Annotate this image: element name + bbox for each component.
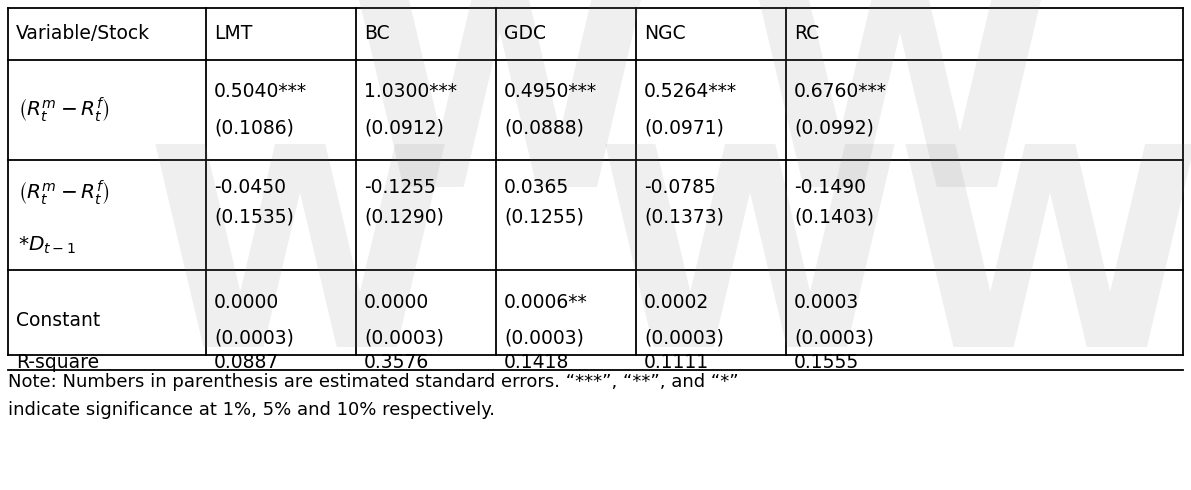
Text: W: W <box>347 0 653 245</box>
Text: (0.1086): (0.1086) <box>214 119 294 138</box>
Text: -0.1255: -0.1255 <box>364 178 436 197</box>
Text: 0.1418: 0.1418 <box>504 353 569 372</box>
Text: (0.1403): (0.1403) <box>794 208 874 227</box>
Text: (0.0003): (0.0003) <box>794 328 874 347</box>
Text: 1.0300***: 1.0300*** <box>364 82 457 101</box>
Text: -0.1490: -0.1490 <box>794 178 866 197</box>
Text: indicate significance at 1%, 5% and 10% respectively.: indicate significance at 1%, 5% and 10% … <box>8 401 495 419</box>
Text: (0.0971): (0.0971) <box>644 119 724 138</box>
Text: $* D_{t-1}$: $* D_{t-1}$ <box>18 235 76 256</box>
Text: $\left(R_t^m - R_t^f\right)$: $\left(R_t^m - R_t^f\right)$ <box>18 96 110 124</box>
Text: -0.0785: -0.0785 <box>644 178 716 197</box>
Text: 0.4950***: 0.4950*** <box>504 82 597 101</box>
Text: NGC: NGC <box>644 24 686 44</box>
Text: (0.0003): (0.0003) <box>364 328 444 347</box>
Text: 0.1111: 0.1111 <box>644 353 710 372</box>
Text: (0.1255): (0.1255) <box>504 208 584 227</box>
Text: (0.1373): (0.1373) <box>644 208 724 227</box>
Text: 0.0002: 0.0002 <box>644 293 710 312</box>
Text: W: W <box>747 0 1053 245</box>
Text: 0.0887: 0.0887 <box>214 353 279 372</box>
Text: BC: BC <box>364 24 389 44</box>
Text: W: W <box>897 135 1191 405</box>
Text: Note: Numbers in parenthesis are estimated standard errors. “***”, “**”, and “*”: Note: Numbers in parenthesis are estimat… <box>8 373 738 391</box>
Text: -0.0450: -0.0450 <box>214 178 286 197</box>
Text: 0.0003: 0.0003 <box>794 293 859 312</box>
Text: $\left(R_t^m - R_t^f\right)$: $\left(R_t^m - R_t^f\right)$ <box>18 179 110 207</box>
Text: Variable/Stock: Variable/Stock <box>15 24 150 44</box>
Text: 0.0000: 0.0000 <box>214 293 279 312</box>
Text: W: W <box>146 135 454 405</box>
Text: 0.1555: 0.1555 <box>794 353 859 372</box>
Text: (0.0888): (0.0888) <box>504 119 584 138</box>
Text: (0.1290): (0.1290) <box>364 208 444 227</box>
Text: (0.1535): (0.1535) <box>214 208 294 227</box>
Text: W: W <box>597 135 903 405</box>
Text: (0.0912): (0.0912) <box>364 119 444 138</box>
Text: (0.0003): (0.0003) <box>644 328 724 347</box>
Text: GDC: GDC <box>504 24 545 44</box>
Text: 0.5040***: 0.5040*** <box>214 82 307 101</box>
Text: 0.6760***: 0.6760*** <box>794 82 887 101</box>
Text: RC: RC <box>794 24 819 44</box>
Text: (0.0003): (0.0003) <box>214 328 294 347</box>
Text: Constant: Constant <box>15 311 100 329</box>
Text: 0.0006**: 0.0006** <box>504 293 587 312</box>
Text: 0.0365: 0.0365 <box>504 178 569 197</box>
Text: (0.0003): (0.0003) <box>504 328 584 347</box>
Text: 0.0000: 0.0000 <box>364 293 429 312</box>
Text: 0.5264***: 0.5264*** <box>644 82 737 101</box>
Text: (0.0992): (0.0992) <box>794 119 874 138</box>
Text: 0.3576: 0.3576 <box>364 353 429 372</box>
Text: LMT: LMT <box>214 24 252 44</box>
Text: R-square: R-square <box>15 353 99 372</box>
